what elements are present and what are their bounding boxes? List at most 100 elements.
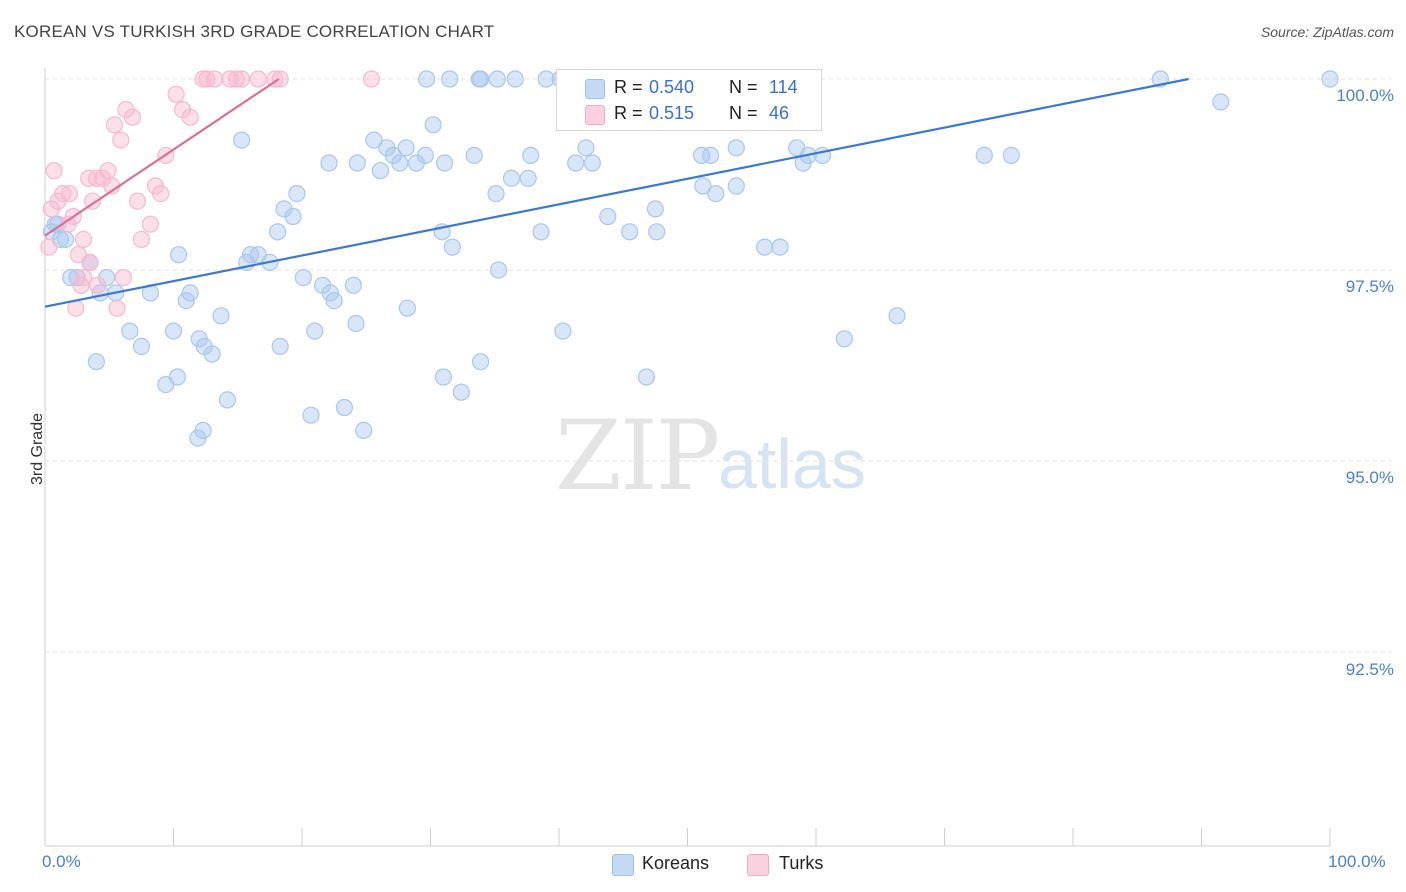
korean-point: [391, 154, 409, 172]
turk-point: [167, 85, 185, 103]
turk-point: [108, 299, 126, 317]
korean-point: [519, 169, 537, 187]
turk-point: [112, 131, 130, 149]
korean-point: [487, 185, 505, 203]
korean-point: [424, 116, 442, 134]
korean-point: [646, 200, 665, 218]
n-label: N =: [729, 77, 758, 97]
korean-point: [294, 269, 312, 287]
turk-point: [105, 116, 124, 134]
turk-point: [132, 230, 150, 248]
korean-point: [164, 322, 183, 340]
korean-point: [727, 177, 745, 195]
korean-point: [344, 276, 362, 294]
turk-point: [40, 238, 58, 256]
korean-point: [416, 146, 434, 164]
korean-point: [271, 337, 289, 355]
korean-point: [233, 131, 251, 149]
korean-point: [727, 139, 745, 157]
x-tick-label-max: 100.0%: [1328, 852, 1386, 871]
axes: [44, 68, 1331, 847]
korean-point: [335, 398, 353, 417]
turks-legend-swatch: [747, 854, 769, 876]
turk-point: [74, 230, 93, 248]
turk-point: [45, 162, 63, 180]
korean-point: [975, 146, 993, 164]
turk-point: [81, 253, 99, 271]
korean-point: [284, 207, 302, 226]
korean-point: [621, 223, 639, 241]
turk-point: [54, 185, 72, 203]
turk-point: [206, 70, 224, 88]
korean-point: [567, 154, 585, 172]
r-label: R =: [614, 103, 643, 123]
r-value: 0.515: [649, 103, 695, 123]
korean-point: [554, 322, 572, 340]
korean-point: [637, 368, 656, 386]
korean-point: [195, 337, 213, 355]
chart-title: KOREAN VS TURKISH 3RD GRADE CORRELATION …: [14, 22, 495, 41]
turk-point: [233, 70, 251, 88]
trend-lines: [44, 77, 1189, 308]
koreans-trend-line: [44, 77, 1189, 308]
korean-point: [170, 246, 188, 264]
korean-point: [56, 230, 75, 248]
korean-point: [452, 383, 470, 401]
korean-point: [288, 185, 306, 203]
korean-point: [302, 406, 320, 424]
koreans-legend-swatch: [612, 854, 634, 876]
korean-point: [177, 292, 195, 310]
koreans-legend-label: Koreans: [642, 853, 710, 873]
korean-point: [49, 215, 67, 233]
korean-point: [888, 307, 906, 325]
turk-point: [114, 269, 133, 287]
korean-point: [577, 139, 595, 157]
turk-point: [72, 276, 90, 294]
korean-point: [418, 70, 436, 88]
y-tick-label: 95.0%: [1345, 468, 1394, 487]
source-label: Source: ZipAtlas.com: [1260, 24, 1394, 40]
turks-swatch: [585, 105, 605, 125]
korean-point: [121, 322, 139, 340]
y-tick-label: 97.5%: [1345, 277, 1394, 296]
y-tick-label: 100.0%: [1336, 86, 1394, 105]
korean-point: [436, 154, 454, 172]
turk-point: [141, 215, 159, 233]
korean-point: [189, 429, 207, 447]
koreans-points: [42, 70, 1339, 447]
korean-point: [68, 269, 86, 287]
korean-point: [398, 299, 416, 317]
korean-point: [181, 284, 199, 302]
korean-point: [397, 139, 415, 157]
korean-point: [371, 162, 389, 180]
korean-point: [835, 330, 853, 348]
korean-point: [488, 70, 506, 88]
korean-point: [348, 154, 366, 172]
korean-point: [771, 238, 789, 256]
korean-point: [132, 337, 150, 355]
korean-point: [648, 223, 666, 241]
y-tick-label: 92.5%: [1345, 660, 1394, 679]
turk-point: [181, 108, 199, 126]
korean-point: [1002, 146, 1020, 164]
korean-point: [306, 322, 324, 340]
korean-point: [701, 146, 720, 164]
korean-point: [583, 154, 602, 172]
korean-point: [434, 368, 452, 386]
korean-point: [755, 238, 774, 256]
korean-point: [707, 185, 725, 203]
n-label: N =: [729, 103, 758, 123]
korean-point: [443, 238, 461, 256]
r-value: 0.540: [649, 77, 695, 97]
korean-point: [355, 421, 373, 439]
turk-point: [128, 192, 147, 210]
grid-lines: [45, 78, 1392, 653]
turk-point: [271, 70, 289, 88]
turk-point: [123, 108, 141, 126]
korean-point: [325, 292, 343, 310]
korean-point: [694, 177, 712, 195]
turk-point: [60, 185, 79, 203]
korean-point: [1212, 93, 1230, 111]
korean-point: [441, 70, 459, 88]
